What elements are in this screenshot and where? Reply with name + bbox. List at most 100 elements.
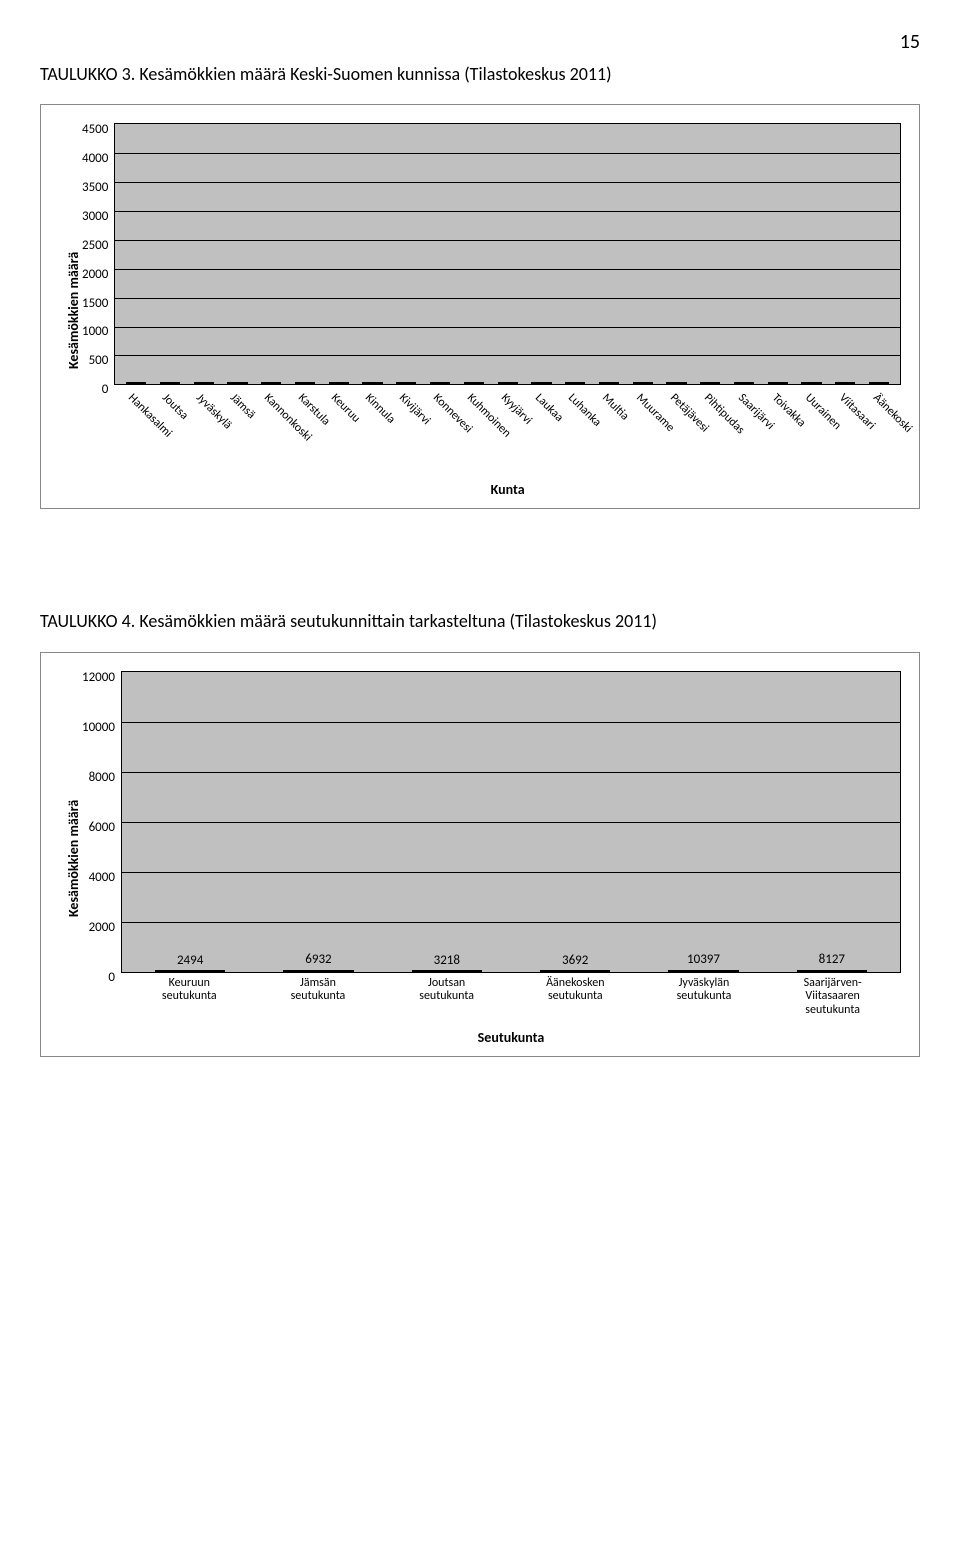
x-slot: Joutsanseutukunta [382, 973, 511, 1023]
chart2-x-axis: KeuruunseutukuntaJämsänseutukuntaJoutsan… [121, 973, 901, 1023]
bar-slot [592, 382, 626, 384]
bar [734, 382, 754, 384]
bar-slot [862, 382, 896, 384]
bar-slot [423, 382, 457, 384]
chart1-x-axis: HankasalmiJoutsaJyväskyläJämsäKannonkosk… [114, 385, 901, 475]
bar-slot [828, 382, 862, 384]
bar [540, 970, 611, 972]
x-slot: Jyväskylä [186, 385, 220, 475]
bar-slot [457, 382, 491, 384]
x-slot: Toivakka [762, 385, 796, 475]
chart1-box: Kesämökkien määrä 4500400035003000250020… [40, 104, 920, 509]
x-label: Jämsänseutukunta [254, 973, 383, 1005]
x-slot: Jyväskylänseutukunta [640, 973, 769, 1023]
bar-slot [491, 382, 525, 384]
bar [498, 382, 518, 384]
x-slot: Jämsänseutukunta [254, 973, 383, 1023]
bar-slot [693, 382, 727, 384]
x-slot: Hankasalmi [118, 385, 152, 475]
x-slot: Muurame [626, 385, 660, 475]
bar [599, 382, 619, 384]
bar-slot: 8127 [768, 970, 896, 972]
x-slot: Joutsa [152, 385, 186, 475]
bar-value: 10397 [687, 953, 720, 966]
x-slot: Pihtipudas [694, 385, 728, 475]
bar-slot [660, 382, 694, 384]
x-slot: Saarijärvi [728, 385, 762, 475]
bar [194, 382, 214, 384]
chart1-y-axis: 450040003500300025002000150010005000 [82, 123, 114, 383]
bar [362, 382, 382, 384]
x-slot: Kannonkoski [254, 385, 288, 475]
bar [329, 382, 349, 384]
bars: 2494693232183692103978127 [122, 672, 900, 972]
bar-slot [525, 382, 559, 384]
chart2: Kesämökkien määrä 1200010000800060004000… [59, 671, 901, 1046]
bar [155, 970, 226, 972]
bar [768, 382, 788, 384]
x-slot: Luhanka [559, 385, 593, 475]
x-slot: Kyyjärvi [491, 385, 525, 475]
x-slot: Saarijärven-Viitasaarenseutukunta [768, 973, 897, 1023]
bar [801, 382, 821, 384]
x-label: Saarijärven-Viitasaarenseutukunta [768, 973, 897, 1018]
x-slot: Uurainen [796, 385, 830, 475]
x-slot: Karstula [288, 385, 322, 475]
chart2-y-label: Kesämökkien määrä [59, 671, 82, 1046]
bar-slot [254, 382, 288, 384]
bar [668, 970, 739, 972]
bar [126, 382, 146, 384]
bar [396, 382, 416, 384]
bar [869, 382, 889, 384]
bar-slot [221, 382, 255, 384]
x-slot: Konnevesi [423, 385, 457, 475]
bar-value: 3692 [562, 954, 588, 967]
chart2-plot: 2494693232183692103978127 [121, 671, 901, 973]
bar-slot [626, 382, 660, 384]
bar-value: 3218 [434, 954, 460, 967]
page-number: 15 [40, 30, 920, 54]
chart1-y-label: Kesämökkien määrä [59, 123, 82, 498]
bar [835, 382, 855, 384]
bar [227, 382, 247, 384]
x-label: Keuruunseutukunta [125, 973, 254, 1005]
x-slot: Petäjävesi [660, 385, 694, 475]
bar-slot [558, 382, 592, 384]
bar-slot: 2494 [126, 970, 254, 972]
bar-value: 6932 [305, 953, 331, 966]
x-slot: Keuruunseutukunta [125, 973, 254, 1023]
bar [700, 382, 720, 384]
bar [464, 382, 484, 384]
chart1-plot [114, 123, 901, 385]
bar [160, 382, 180, 384]
bar-slot: 10397 [639, 970, 767, 972]
bar-slot: 3218 [383, 970, 511, 972]
x-slot: Jämsä [220, 385, 254, 475]
x-label: Jyväskylänseutukunta [640, 973, 769, 1005]
chart2-x-title: Seutukunta [121, 1029, 901, 1046]
bar [666, 382, 686, 384]
bar-slot: 3692 [511, 970, 639, 972]
x-label: Äänekoskenseutukunta [511, 973, 640, 1005]
bar [261, 382, 281, 384]
bar [412, 970, 483, 972]
bar-slot [187, 382, 221, 384]
x-slot: Äänekoskenseutukunta [511, 973, 640, 1023]
bar-slot [727, 382, 761, 384]
bar [295, 382, 315, 384]
x-slot: Kinnula [355, 385, 389, 475]
chart1-x-title: Kunta [114, 481, 901, 498]
bar-slot [389, 382, 423, 384]
bar [283, 970, 354, 972]
chart1: Kesämökkien määrä 4500400035003000250020… [59, 123, 901, 498]
x-slot: Laukaa [525, 385, 559, 475]
bar-slot [761, 382, 795, 384]
chart2-y-axis: 120001000080006000400020000 [82, 671, 121, 971]
x-label: Äänekoski [870, 391, 915, 436]
x-slot: Multia [592, 385, 626, 475]
bars [115, 124, 900, 384]
x-label: Joutsanseutukunta [382, 973, 511, 1005]
bar-slot [153, 382, 187, 384]
bar [797, 970, 868, 972]
bar-slot [322, 382, 356, 384]
